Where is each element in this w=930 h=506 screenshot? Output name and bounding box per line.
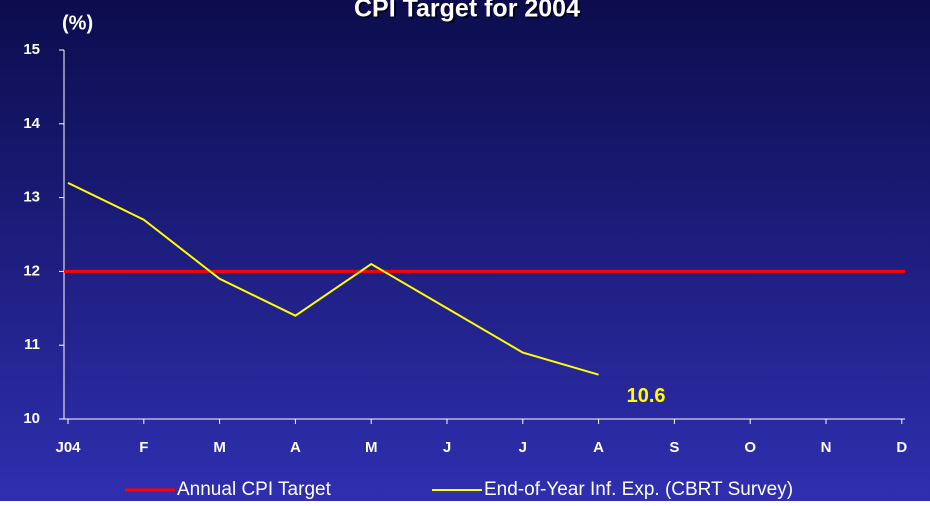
y-tick-label: 12 <box>23 262 40 279</box>
x-tick-label: A <box>593 439 604 456</box>
legend-label: Annual CPI Target <box>177 479 332 500</box>
x-tick-label: M <box>213 439 226 456</box>
x-tick-label: J04 <box>55 439 81 456</box>
x-tick-label: D <box>896 439 907 456</box>
y-axis-label: (%) <box>62 12 93 34</box>
annotation: 10.6 <box>627 385 666 407</box>
x-tick-label: J <box>519 439 527 456</box>
y-tick-label: 15 <box>23 41 40 58</box>
y-tick-label: 14 <box>23 115 40 132</box>
chart-title-shadow: CPI Target for 2004 <box>356 0 582 25</box>
x-tick-label: N <box>821 439 832 456</box>
y-tick-label: 11 <box>24 336 40 353</box>
y-tick-label: 10 <box>23 410 40 427</box>
x-tick-label: J <box>443 439 451 456</box>
series-line <box>67 181 599 376</box>
y-tick-label: 13 <box>23 189 40 206</box>
x-tick-label: F <box>139 439 148 456</box>
x-tick-label: M <box>365 439 378 456</box>
chart-title: CPI Target for 2004 <box>354 0 580 23</box>
x-tick-label: S <box>669 439 679 456</box>
legend-label: End-of-Year Inf. Exp. (CBRT Survey) <box>484 479 793 500</box>
x-tick-label: A <box>290 439 301 456</box>
x-tick-label: O <box>744 439 756 456</box>
